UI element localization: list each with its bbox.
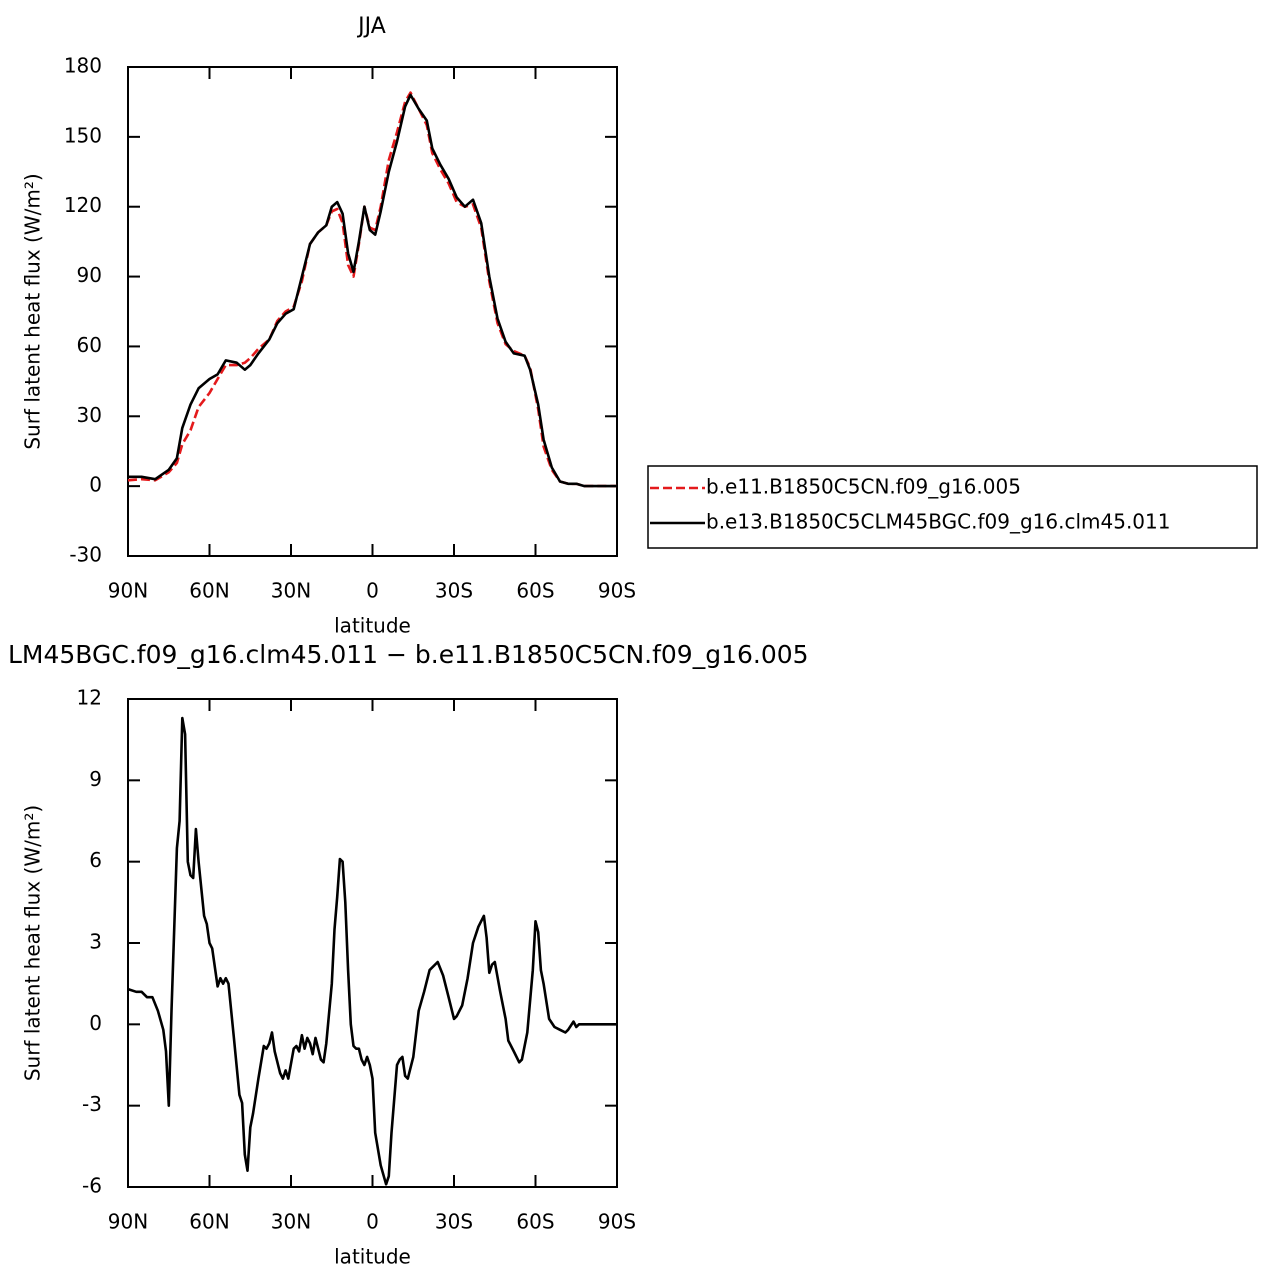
series-line: [127, 91, 617, 488]
x-axis-label: latitude: [334, 1245, 411, 1269]
y-tick-label: 90: [77, 263, 102, 287]
x-axis-label: latitude: [334, 614, 411, 638]
legend-label: b.e13.B1850C5CLM45BGC.f09_g16.clm45.011: [706, 510, 1170, 534]
x-tick-label: 60S: [516, 1210, 554, 1234]
y-tick-label: 180: [64, 54, 102, 78]
y-tick-label: 0: [89, 473, 102, 497]
x-tick-label: 90N: [108, 1210, 148, 1234]
chart-title: JJA: [356, 14, 386, 39]
y-tick-label: 60: [77, 333, 102, 357]
y-tick-label: 3: [89, 930, 102, 954]
series-line: [127, 716, 617, 1186]
x-tick-label: 60N: [189, 579, 229, 603]
x-tick-label: 60N: [189, 1210, 229, 1234]
series-line: [128, 93, 617, 488]
x-tick-label: 30S: [435, 579, 473, 603]
y-tick-label: 30: [77, 403, 102, 427]
plot-frame: [127, 66, 618, 557]
x-tick-label: 90S: [598, 579, 636, 603]
y-tick-label: -3: [82, 1092, 102, 1116]
y-tick-label: 6: [89, 848, 102, 872]
legend-label: b.e11.B1850C5CN.f09_g16.005: [706, 475, 1021, 499]
y-tick-label: 150: [64, 123, 102, 147]
y-tick-label: 120: [64, 193, 102, 217]
y-tick-label: -6: [82, 1174, 102, 1198]
x-tick-label: 0: [366, 579, 379, 603]
y-tick-label: 0: [89, 1011, 102, 1035]
y-axis-label: Surf latent heat flux (W/m²): [21, 805, 45, 1081]
y-tick-label: 9: [89, 767, 102, 791]
x-tick-label: 30N: [271, 579, 311, 603]
x-tick-label: 60S: [516, 579, 554, 603]
plot-frame: [127, 698, 618, 1188]
y-tick-label: -30: [69, 543, 102, 567]
y-axis-label: Surf latent heat flux (W/m²): [21, 173, 45, 449]
y-tick-label: 12: [77, 686, 102, 710]
x-tick-label: 30N: [271, 1210, 311, 1234]
x-tick-label: 90N: [108, 579, 148, 603]
legend-box: [647, 465, 1258, 549]
x-tick-label: 30S: [435, 1210, 473, 1234]
x-tick-label: 0: [366, 1210, 379, 1234]
x-tick-label: 90S: [598, 1210, 636, 1234]
chart-title: LM45BGC.f09_g16.clm45.011 − b.e11.B1850C…: [8, 640, 809, 669]
